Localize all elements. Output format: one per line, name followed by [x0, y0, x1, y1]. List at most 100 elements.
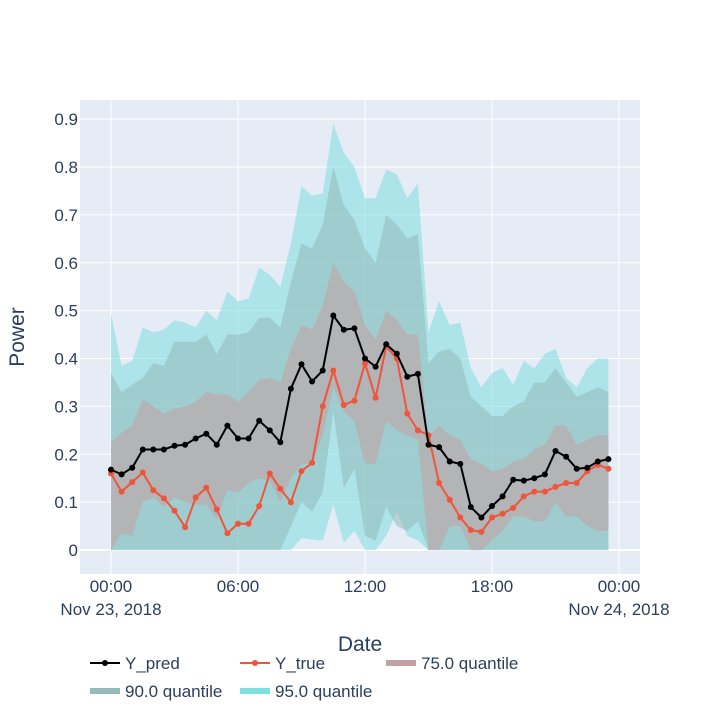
legend-item-y-pred: Y_pred	[90, 654, 180, 673]
legend-swatch-marker	[102, 660, 108, 666]
point-y-true	[150, 487, 157, 494]
legend-item-y-true: Y_true	[240, 654, 325, 673]
legend-label: Y_true	[275, 654, 325, 673]
point-y-true	[192, 494, 199, 501]
y-tick-label: 0.9	[54, 110, 78, 129]
point-y-pred	[309, 378, 316, 385]
point-y-pred	[372, 363, 379, 370]
point-y-true	[510, 504, 517, 511]
point-y-true	[245, 520, 252, 527]
legend-item-95-0-quantile: 95.0 quantile	[240, 682, 372, 701]
y-tick-label: 0.2	[54, 445, 78, 464]
point-y-true	[235, 520, 241, 527]
point-y-true	[287, 499, 294, 506]
point-y-true	[457, 514, 464, 521]
point-y-pred	[224, 422, 231, 429]
point-y-pred	[129, 464, 136, 471]
y-axis-title: Power	[6, 307, 29, 367]
point-y-true	[478, 528, 485, 535]
point-y-pred	[235, 435, 241, 442]
x-axis-title: Date	[338, 633, 382, 656]
point-y-pred	[404, 373, 411, 380]
x-tick-label: 06:00	[217, 577, 260, 596]
point-y-pred	[108, 466, 114, 473]
point-y-pred	[457, 460, 464, 467]
point-y-true	[414, 427, 421, 434]
point-y-true	[372, 394, 379, 401]
point-y-pred	[594, 458, 601, 465]
legend-item-75-0-quantile: 75.0 quantile	[386, 654, 518, 673]
y-tick-label: 0.1	[54, 493, 78, 512]
y-tick-label: 0.7	[54, 206, 78, 225]
point-y-true	[541, 488, 548, 495]
point-y-pred	[256, 417, 263, 424]
point-y-pred	[319, 367, 326, 374]
point-y-pred	[510, 476, 517, 483]
point-y-pred	[287, 385, 294, 392]
point-y-pred	[383, 341, 390, 348]
point-y-pred	[499, 493, 506, 500]
quantile-bands	[111, 123, 609, 551]
point-y-pred	[414, 370, 421, 377]
point-y-pred	[245, 435, 252, 442]
point-y-pred	[277, 439, 284, 446]
point-y-pred	[171, 442, 178, 449]
point-y-true	[404, 410, 411, 417]
point-y-pred	[150, 446, 157, 453]
x-tick-date-label: Nov 23, 2018	[60, 600, 161, 619]
point-y-true	[467, 527, 474, 533]
point-y-true	[351, 397, 358, 404]
x-tick-label: 12:00	[344, 577, 387, 596]
x-tick-label: 00:00	[598, 577, 641, 596]
y-axis-ticks: 0 0.1 0.2 0.3 0.4 0.5 0.6 0.7 0.8 0.9	[54, 110, 78, 560]
y-tick-label: 0.4	[54, 350, 78, 369]
point-y-pred	[605, 456, 612, 463]
point-y-true	[489, 514, 495, 521]
legend-item-90-0-quantile: 90.0 quantile	[90, 682, 222, 701]
x-tick-label: 18:00	[471, 577, 514, 596]
legend-label: 75.0 quantile	[421, 654, 518, 673]
point-y-true	[330, 367, 337, 374]
point-y-true	[118, 488, 125, 495]
legend-label: 95.0 quantile	[275, 682, 372, 701]
point-y-true	[298, 468, 305, 475]
point-y-pred	[436, 444, 443, 451]
point-y-true	[319, 403, 326, 410]
y-tick-label: 0.5	[54, 302, 78, 321]
x-tick-date-label: Nov 24, 2018	[568, 600, 669, 619]
x-axis-ticks: 00:00 Nov 23, 2018 06:00 12:00 18:00 00:00 Nov…	[60, 577, 669, 619]
point-y-pred	[393, 350, 400, 357]
point-y-true	[531, 488, 538, 495]
point-y-true	[266, 470, 273, 477]
point-y-true	[277, 485, 284, 492]
point-y-pred	[139, 446, 146, 453]
point-y-pred	[362, 355, 368, 362]
point-y-pred	[478, 514, 485, 521]
legend-label: Y_pred	[125, 654, 180, 673]
point-y-pred	[563, 453, 570, 460]
x-tick-label: 00:00	[90, 577, 133, 596]
point-y-true	[446, 496, 453, 503]
point-y-pred	[340, 326, 347, 333]
y-tick-label: 0.6	[54, 254, 78, 273]
point-y-pred	[266, 427, 273, 434]
band-750-quantile	[111, 262, 609, 551]
point-y-true	[436, 480, 443, 486]
point-y-true	[563, 480, 570, 486]
point-y-true	[171, 507, 178, 514]
point-y-true	[362, 360, 368, 367]
point-y-true	[309, 459, 316, 466]
point-y-true	[256, 503, 263, 509]
point-y-pred	[330, 312, 337, 319]
point-y-true	[139, 469, 146, 476]
point-y-true	[213, 506, 220, 513]
point-y-pred	[531, 475, 538, 482]
y-tick-label: 0.3	[54, 397, 78, 416]
point-y-pred	[573, 465, 580, 472]
point-y-pred	[118, 471, 125, 478]
point-y-pred	[160, 446, 167, 453]
point-y-pred	[584, 464, 591, 471]
point-y-true	[605, 465, 612, 472]
point-y-true	[520, 493, 527, 500]
